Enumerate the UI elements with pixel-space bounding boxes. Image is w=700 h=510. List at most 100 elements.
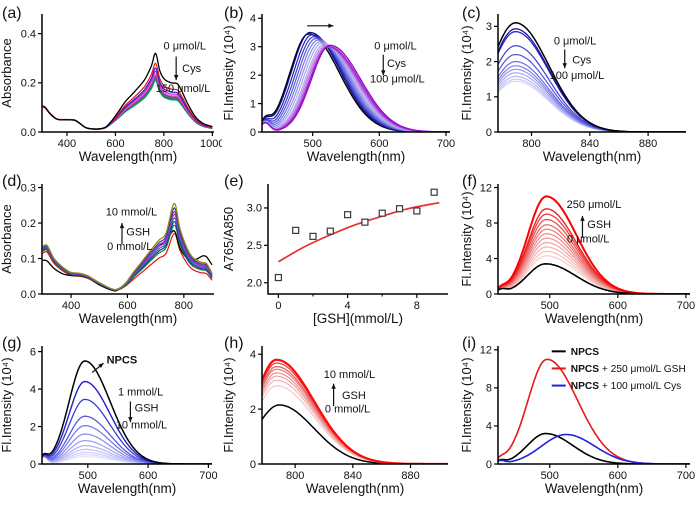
curve <box>42 448 212 464</box>
annotation-arrow <box>331 383 336 407</box>
curve <box>498 358 690 464</box>
y-tick-label: 3 <box>250 41 256 53</box>
annotation-text: Cys <box>387 58 406 70</box>
scatter-point <box>430 188 438 196</box>
panel-h: 800 840 880 0 2 4 Wavelength(nm) Fl.Intensity (… <box>222 330 460 510</box>
y-tick-label: 0.3 <box>21 182 36 194</box>
scatter-point <box>413 207 421 215</box>
y-axis-label: Fl.Intensity (10⁴) <box>222 25 236 120</box>
curve <box>42 398 212 464</box>
panel-e-chart: 0 4 8 2.0 2.5 3.0 [GSH](mmol/L) A765/A850 (e) <box>222 173 448 326</box>
panel-c-chart: 800 840 880 0 1 2 3 Wavelength(nm) Fl.Intensity … <box>460 5 686 164</box>
annotation-text: 10 mmol/L <box>106 206 157 218</box>
panel-f: 500 600 700 0 4 8 12 Wavelength(nm) Fl.Intensity… <box>460 168 700 330</box>
panel-letter: (a) <box>2 5 22 22</box>
x-tick-label: 700 <box>677 300 695 312</box>
x-axis-label: Wavelength(nm) <box>545 311 644 326</box>
x-axis-label: [GSH](mmol/L) <box>313 311 403 326</box>
scatter-point <box>378 209 386 217</box>
curve <box>262 404 448 464</box>
annotation-arrow <box>91 362 104 374</box>
y-axis-label: Fl.Intensity (10⁴) <box>0 357 14 452</box>
annotation-text: 0 mmol/L <box>107 241 152 253</box>
curve <box>42 425 212 464</box>
annotation-text: 0 mmol/L <box>325 404 370 416</box>
curve <box>262 368 448 464</box>
x-tick-label: 840 <box>581 138 599 150</box>
curve <box>42 445 212 464</box>
panel-c: 800 840 880 0 1 2 3 Wavelength(nm) Fl.Intensity … <box>460 0 700 168</box>
y-tick-label: 6 <box>30 346 36 358</box>
y-tick-label: 4 <box>250 13 256 25</box>
y-tick-label: 0 <box>250 127 256 139</box>
curve <box>42 233 213 292</box>
annotation-text: 150 μmol/L <box>156 83 211 95</box>
x-tick-label: 600 <box>139 470 157 482</box>
x-tick-label: 400 <box>62 300 80 312</box>
panel-i: 500 600 700 0 4 8 12 Wavelength(nm) Fl.Intensity… <box>460 330 700 510</box>
annotation-text: 100 μmol/L <box>370 73 425 85</box>
annotation-arrow <box>562 49 567 69</box>
y-tick-label: 3 <box>486 21 492 33</box>
scatter-point <box>395 205 404 213</box>
scatter-point <box>274 273 282 282</box>
annotation-text: 0 μmol/L <box>164 40 206 52</box>
y-axis-label: Fl.Intensity (10⁴) <box>460 357 474 452</box>
panel-letter: (d) <box>2 173 22 190</box>
panel-letter: (e) <box>224 173 244 190</box>
panel-letter: (c) <box>462 5 481 22</box>
panel-i-chart: 500 600 700 0 4 8 12 Wavelength(nm) Fl.Intensity… <box>460 335 695 496</box>
annotation-text: 250 μmol/L <box>567 199 622 211</box>
x-tick-label: 800 <box>155 138 173 150</box>
y-axis-label: Absorbance <box>0 204 14 273</box>
annotation-text: 0 μmol/L <box>374 40 416 52</box>
scatter-point <box>309 232 317 240</box>
y-tick-label: 0.4 <box>21 28 36 40</box>
y-tick-label: 8 <box>486 383 492 395</box>
series-group <box>42 360 212 464</box>
axes <box>41 184 214 295</box>
x-tick-label: 4 <box>345 300 351 312</box>
legend-label: NPCS <box>571 347 600 358</box>
y-tick-label: 0 <box>250 459 256 471</box>
panel-letter: (f) <box>462 173 477 190</box>
annotation-text: Cys <box>182 63 201 75</box>
y-axis-label: Fl.Intensity (10⁴) <box>222 357 236 452</box>
annotation-arrow <box>580 215 585 238</box>
x-tick-label: 800 <box>522 138 540 150</box>
y-tick-label: 4 <box>486 253 492 265</box>
series-group <box>42 202 213 292</box>
y-tick-label: 0.0 <box>21 289 36 301</box>
panel-a: 400 600 800 1000 0.0 0.2 0.4 Wavelength(nm) Abso… <box>0 0 222 168</box>
x-axis-label: Wavelength(nm) <box>78 481 177 496</box>
curve <box>498 53 686 132</box>
axes <box>267 184 448 295</box>
x-tick-label: 500 <box>79 470 97 482</box>
panel-e: 0 4 8 2.0 2.5 3.0 [GSH](mmol/L) A765/A850 (e) <box>222 168 460 330</box>
legend-label: NPCS + 250 μmol/L GSH <box>571 364 686 375</box>
annotation-arrow <box>128 401 133 423</box>
y-tick-label: 0 <box>30 459 36 471</box>
annotation-text: GSH <box>135 402 159 414</box>
y-axis-label: A765/A850 <box>222 207 236 271</box>
y-tick-label: 0 <box>486 289 492 301</box>
panel-letter: (b) <box>224 5 244 22</box>
curve <box>42 52 213 130</box>
curve <box>42 451 212 464</box>
x-tick-label: 880 <box>401 470 419 482</box>
legend-label: NPCS + 100 μmol/L Cys <box>571 381 682 392</box>
fit-line <box>277 201 440 263</box>
curve <box>498 22 686 132</box>
annotation-text: 10 mmol/L <box>116 420 167 432</box>
x-tick-label: 880 <box>639 138 657 150</box>
annotation-text: NPCS <box>107 355 138 367</box>
curve <box>42 380 212 464</box>
scatter-point <box>292 226 300 234</box>
panel-d: 400 600 800 0.0 0.1 0.2 0.3 Wavelength(nm) Absor… <box>0 168 222 330</box>
x-axis-label: Wavelength(nm) <box>79 149 178 164</box>
y-tick-label: 1 <box>250 98 256 110</box>
annotation-text: 100 μmol/L <box>550 70 605 82</box>
y-tick-label: 12 <box>480 345 492 357</box>
x-tick-label: 800 <box>286 470 304 482</box>
